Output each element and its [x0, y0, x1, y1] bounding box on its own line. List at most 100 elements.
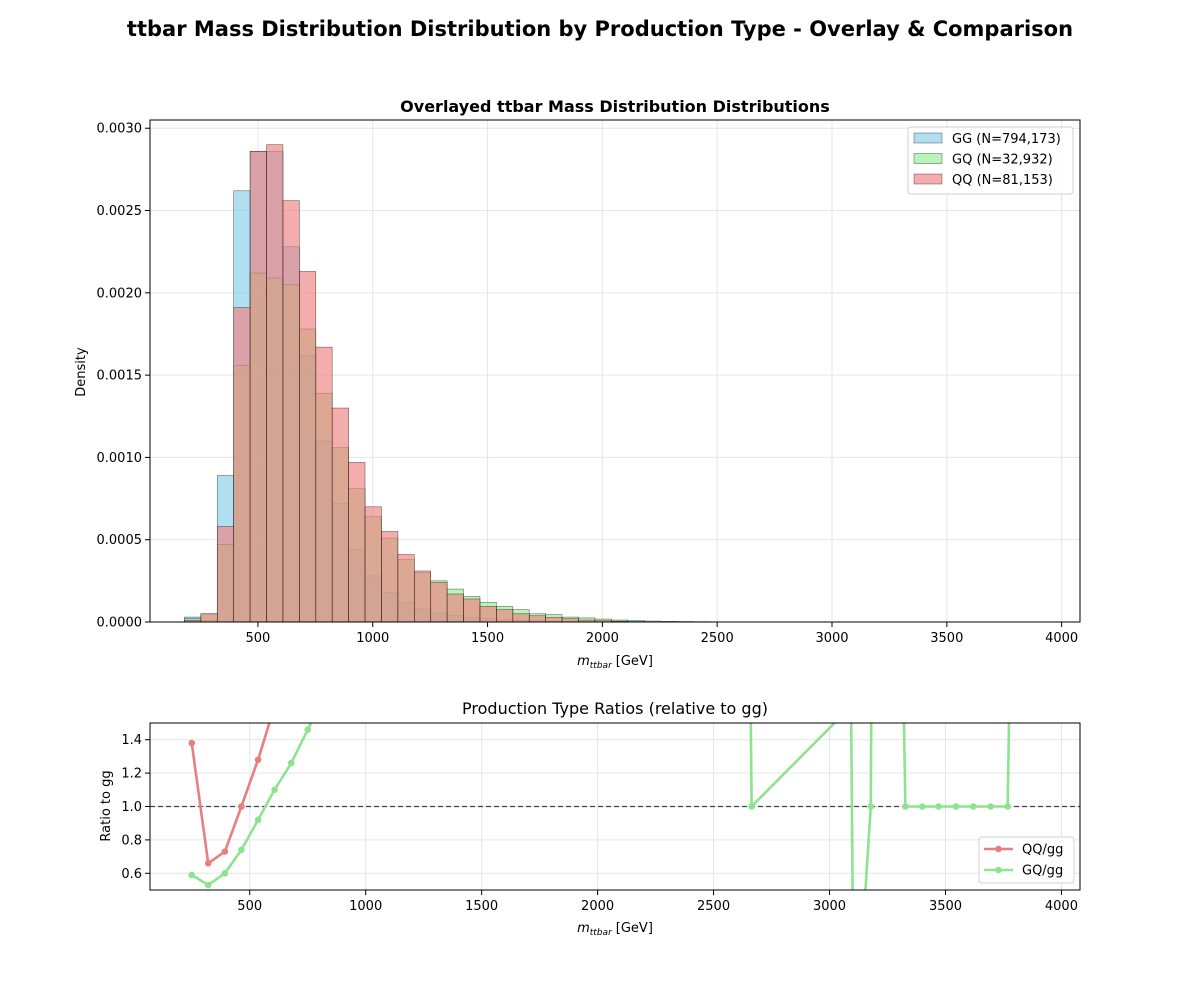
histogram-bar-qq-10	[348, 462, 366, 623]
ratio-x-tick-label-3: 2000	[581, 899, 614, 914]
histogram-bar-qq-3	[233, 307, 251, 623]
ratio-point-qq_ratio-0	[188, 739, 196, 747]
ratio-point-gq_ratio-19	[935, 803, 942, 810]
ratio-point-gq_ratio-0	[188, 871, 196, 879]
ratio-x-axis-label: mttbar [GeV]	[577, 921, 653, 938]
histogram-bar-qq-14	[414, 570, 432, 623]
ratio-point-gq_ratio-2	[221, 870, 229, 877]
ratio-point-qq_ratio-3	[238, 803, 245, 810]
ratio-point-gq_ratio-10	[748, 803, 755, 810]
histogram-bar-qq-16	[446, 593, 464, 623]
histogram-bar-qq-5	[266, 144, 284, 623]
ratio-point-gq_ratio-7	[304, 726, 312, 733]
histogram-axes-frame	[149, 119, 1081, 623]
ratio-point-gq_ratio-17	[902, 803, 909, 810]
ratio-x-tick-label-2: 1500	[465, 899, 498, 914]
ratio-title: Production Type Ratios (relative to gg)	[462, 699, 768, 718]
ratio-series	[188, 703, 1011, 890]
ratio-legend-marker-gq_ratio	[995, 866, 1002, 874]
ratio-point-gq_ratio-3	[238, 846, 245, 854]
histogram-y-tick-label-1: 0.0005	[97, 533, 143, 548]
ratio-legend: QQ/gg GQ/gg	[978, 836, 1075, 884]
histogram-series-qq	[184, 144, 645, 623]
histogram-x-axis-label-main: m	[577, 654, 590, 669]
histogram-x-axis-label-sub: ttbar	[590, 661, 613, 671]
ratio-y-tick-label-3: 1.2	[121, 767, 142, 782]
histogram-bar-qq-11	[364, 506, 382, 623]
histogram-x-tick-label-4: 2500	[701, 631, 734, 646]
ratio-x-tick-label-4: 2500	[697, 899, 730, 914]
ratio-x-tick-label-1: 1000	[349, 899, 382, 914]
ratio-legend-label-qq_ratio: QQ/gg	[1022, 843, 1063, 858]
histogram-y-tick-label-5: 0.0025	[97, 204, 143, 219]
histogram-legend-swatch-gq	[913, 153, 943, 164]
ratio-legend-label-gq_ratio: GQ/gg	[1022, 864, 1063, 879]
ratio-x-tick-label-6: 3500	[929, 899, 962, 914]
histogram-bar-qq-15	[430, 582, 448, 623]
histogram-bar-qq-21	[528, 615, 546, 623]
ratio-y-tick-label-1: 0.8	[121, 833, 142, 848]
histogram-bar-qq-2	[216, 526, 234, 623]
histogram-x-axis-label: mttbar [GeV]	[577, 654, 653, 671]
ratio-point-gq_ratio-4	[254, 816, 262, 824]
histogram-x-tick-label-3: 2000	[586, 631, 619, 646]
ratio-x-tick-label-7: 4000	[1045, 899, 1078, 914]
ratio-y-axis-label: Ratio to gg	[99, 770, 114, 841]
histogram-x-tick-label-1: 1000	[356, 631, 389, 646]
histogram-y-ticks: 0.0000 0.0005 0.0010 0.0015 0.0020 0.0025 0.00…	[97, 122, 150, 631]
ratio-point-qq_ratio-1	[204, 859, 212, 867]
histogram-bar-qq-1	[200, 613, 218, 623]
ratio-x-ticks: 500 1000 1500 2000 2500 3000 3500 4000	[237, 890, 1078, 914]
histogram-legend-swatch-qq	[913, 173, 943, 185]
ratio-legend-marker-qq_ratio	[995, 845, 1002, 853]
ratio-point-qq_ratio-4	[254, 756, 262, 764]
ratio-series-gq_ratio	[188, 723, 1011, 890]
histogram-legend-label-qq: QQ (N=81,153)	[952, 173, 1053, 188]
ratio-y-ticks: 0.6 0.8 1.0 1.2 1.4	[121, 733, 150, 882]
histogram-y-tick-label-2: 0.0010	[97, 451, 143, 466]
histogram-bar-qq-4	[249, 150, 267, 623]
ratio-point-gq_ratio-14	[867, 803, 875, 810]
histogram-bar-qq-9	[331, 407, 349, 623]
ratio-y-tick-label-2: 1.0	[121, 800, 142, 815]
histogram-legend-label-gg: GG (N=794,173)	[952, 132, 1061, 147]
histogram-bar-qq-19	[496, 609, 514, 623]
histogram-bar-qq-13	[397, 554, 415, 623]
ratio-y-tick-label-0: 0.6	[121, 867, 142, 882]
ratio-x-axis-label-sub: ttbar	[590, 928, 613, 938]
ratio-point-qq_ratio-5	[271, 703, 278, 710]
ratio-point-gq_ratio-6	[287, 759, 295, 767]
ratio-x-axis-label-main: m	[577, 921, 590, 936]
histogram-x-tick-label-7: 4000	[1045, 631, 1078, 646]
histogram-bar-qq-18	[479, 606, 497, 623]
ratio-point-gq_ratio-1	[204, 881, 212, 889]
histogram-y-tick-label-6: 0.0030	[97, 122, 143, 137]
ratio-x-tick-label-0: 500	[237, 899, 262, 914]
histogram-panel: Overlayed ttbar Mass Distribution Distri…	[74, 97, 1081, 671]
ratio-point-gq_ratio-22	[987, 803, 995, 810]
histogram-bar-qq-7	[299, 271, 317, 623]
histogram-y-tick-label-3: 0.0015	[97, 369, 143, 384]
histogram-y-tick-label-0: 0.0000	[97, 616, 143, 631]
ratio-panel: Production Type Ratios (relative to gg) …	[99, 699, 1081, 938]
ratio-x-axis-label-unit: [GeV]	[616, 921, 653, 936]
histogram-x-tick-label-2: 1500	[471, 631, 504, 646]
histogram-bar-qq-20	[512, 613, 530, 623]
histogram-x-tick-label-5: 3000	[815, 631, 848, 646]
ratio-point-gq_ratio-23	[1004, 803, 1011, 810]
histogram-legend: GG (N=794,173) GQ (N=32,932) QQ (N=81,153)	[907, 126, 1074, 195]
ratio-series-qq_ratio	[188, 703, 278, 867]
histogram-bar-qq-12	[381, 531, 399, 623]
ratio-point-gq_ratio-5	[271, 786, 278, 794]
histogram-bars	[184, 144, 711, 623]
histogram-legend-box	[907, 126, 1074, 195]
ratio-line-qq_ratio	[190, 723, 271, 865]
histogram-y-axis-label: Density	[74, 347, 89, 397]
ratio-point-qq_ratio-2	[221, 848, 229, 855]
histogram-legend-swatch-gg	[913, 132, 943, 144]
histogram-bar-qq-6	[282, 200, 300, 623]
ratio-point-gq_ratio-21	[970, 803, 977, 810]
histogram-x-tick-label-0: 500	[246, 631, 271, 646]
histogram-x-ticks: 500 1000 1500 2000 2500 3000 3500 4000	[246, 622, 1078, 646]
